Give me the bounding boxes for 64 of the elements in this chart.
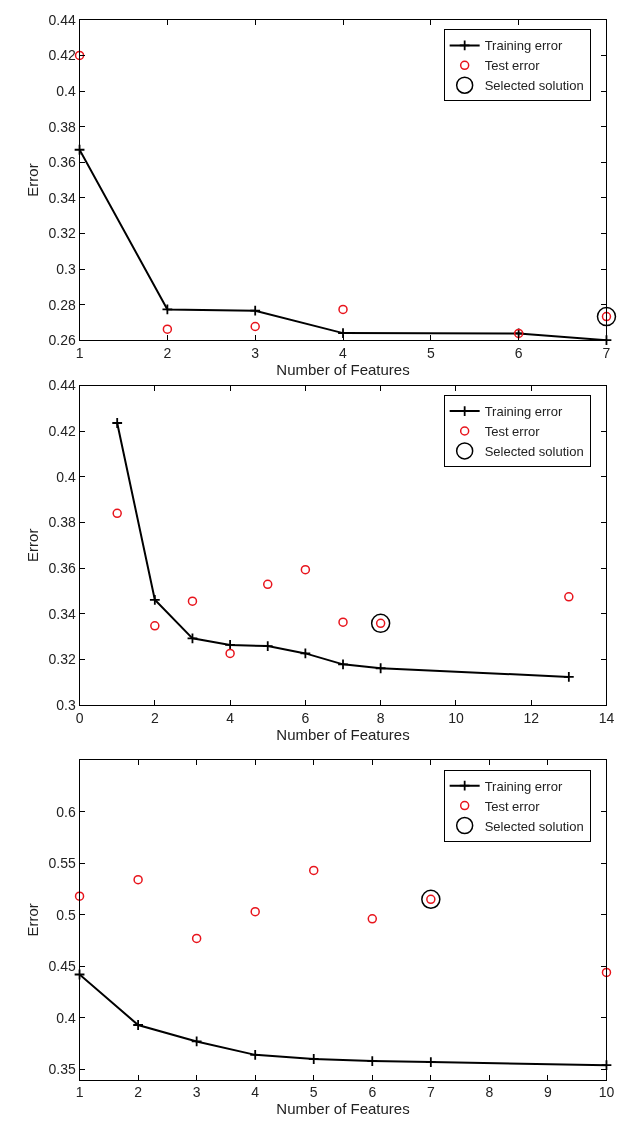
y-tick-label: 0.34	[48, 605, 76, 622]
x-axis-title: Number of Features	[276, 361, 410, 379]
y-tick-label: 0.55	[48, 855, 76, 872]
x-tick-label: 3	[192, 1084, 201, 1101]
x-tick-label: 14	[598, 709, 615, 726]
x-tick-label: 4	[339, 345, 348, 362]
legend-label: Test error	[484, 424, 541, 440]
x-tick-label: 9	[544, 1084, 553, 1101]
legend-label: Selected solution	[484, 443, 584, 459]
legend-label: Selected solution	[484, 78, 584, 94]
y-tick-label: 0.42	[48, 423, 76, 440]
y-tick-label: 0.36	[48, 154, 76, 171]
y-tick-label: 0.3	[56, 696, 76, 713]
legend-label: Training error	[484, 778, 563, 794]
x-tick-label: 12	[523, 709, 540, 726]
legend-label: Training error	[484, 38, 563, 54]
y-tick-label: 0.42	[48, 47, 76, 64]
x-tick-label: 7	[602, 345, 611, 362]
legend-label: Test error	[484, 798, 541, 814]
x-tick-label: 1	[75, 345, 84, 362]
y-tick-label: 0.44	[48, 377, 76, 394]
x-tick-label: 2	[150, 709, 159, 726]
y-tick-label: 0.38	[48, 514, 76, 531]
y-tick-label: 0.38	[48, 118, 76, 135]
x-tick-label: 8	[485, 1084, 494, 1101]
y-tick-label: 0.4	[56, 468, 76, 485]
y-axis-title: Error	[23, 903, 41, 937]
y-tick-label: 0.34	[48, 189, 76, 206]
y-tick-label: 0.45	[48, 958, 76, 975]
y-tick-label: 0.4	[56, 82, 76, 99]
y-axis-title: Error	[23, 163, 41, 197]
x-tick-label: 6	[368, 1084, 377, 1101]
y-tick-label: 0.26	[48, 332, 76, 349]
x-tick-label: 5	[426, 345, 435, 362]
legend-label: Selected solution	[484, 818, 584, 834]
x-axis-title: Number of Features	[276, 725, 410, 743]
x-tick-label: 7	[426, 1084, 435, 1101]
x-tick-label: 6	[301, 709, 310, 726]
y-tick-label: 0.6	[56, 803, 76, 820]
x-tick-label: 8	[376, 709, 385, 726]
y-tick-label: 0.4	[56, 1009, 76, 1026]
x-tick-label: 0	[75, 709, 84, 726]
x-tick-label: 10	[598, 1084, 615, 1101]
y-tick-label: 0.32	[48, 225, 76, 242]
x-tick-label: 4	[226, 709, 235, 726]
y-tick-label: 0.36	[48, 559, 76, 576]
legend-label: Training error	[484, 404, 563, 420]
x-tick-label: 5	[309, 1084, 318, 1101]
y-tick-label: 0.32	[48, 651, 76, 668]
x-tick-label: 10	[448, 709, 464, 726]
y-axis-title: Error	[23, 528, 41, 562]
x-tick-label: 1	[75, 1084, 84, 1101]
y-tick-label: 0.5	[56, 906, 76, 923]
x-tick-label: 2	[163, 345, 172, 362]
y-tick-label: 0.3	[56, 260, 76, 277]
legend-label: Test error	[484, 58, 541, 74]
y-tick-label: 0.28	[48, 296, 76, 313]
x-tick-label: 4	[251, 1084, 260, 1101]
x-tick-label: 3	[251, 345, 260, 362]
y-tick-label: 0.44	[48, 11, 76, 28]
y-tick-label: 0.35	[48, 1061, 76, 1078]
x-tick-label: 6	[514, 345, 523, 362]
x-axis-title: Number of Features	[276, 1100, 410, 1118]
x-tick-label: 2	[134, 1084, 143, 1101]
